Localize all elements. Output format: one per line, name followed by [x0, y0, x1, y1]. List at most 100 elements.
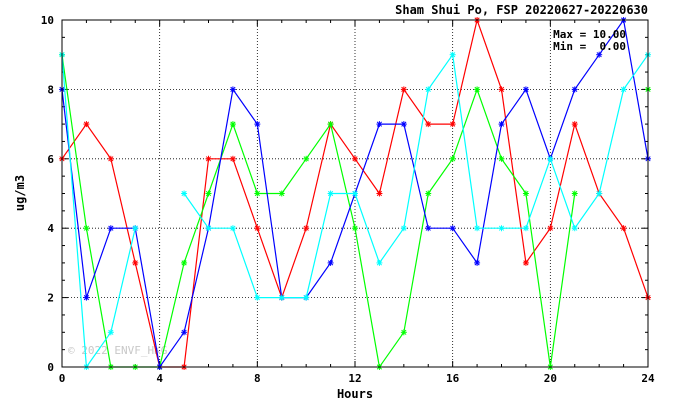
data-point: [205, 155, 212, 162]
data-point: [474, 225, 481, 232]
data-point: [205, 225, 212, 232]
data-point: [425, 225, 432, 232]
marker-stroke: [352, 190, 358, 197]
marker-stroke: [450, 121, 456, 127]
data-point: [571, 190, 578, 197]
x-tick-label: 4: [156, 372, 163, 385]
marker-stroke: [572, 121, 578, 127]
marker-stroke: [303, 156, 309, 162]
x-tick-label: 20: [544, 372, 557, 385]
marker-stroke: [450, 156, 456, 162]
data-point: [83, 121, 90, 128]
data-point: [327, 259, 334, 266]
marker-stroke: [132, 260, 138, 266]
y-tick-label: 10: [41, 14, 54, 27]
marker-stroke: [303, 294, 309, 301]
marker-stroke: [474, 260, 480, 266]
data-point: [229, 121, 236, 128]
y-tick-label: 4: [47, 222, 54, 235]
data-point: [181, 329, 188, 336]
marker-stroke: [108, 329, 114, 335]
data-point: [132, 259, 139, 266]
y-tick-label: 8: [47, 83, 54, 96]
x-tick-label: 16: [446, 372, 460, 385]
marker-stroke: [205, 225, 212, 231]
data-point: [303, 225, 310, 232]
data-point: [522, 259, 529, 266]
marker-stroke: [303, 225, 309, 231]
marker-stroke: [596, 52, 602, 58]
marker-stroke: [352, 225, 358, 231]
marker-stroke: [132, 225, 138, 231]
marker-stroke: [279, 190, 285, 197]
marker-stroke: [108, 225, 114, 231]
data-point: [571, 225, 578, 232]
data-point: [425, 86, 432, 93]
marker-stroke: [620, 86, 627, 93]
data-point: [254, 190, 261, 197]
marker-stroke: [279, 294, 285, 301]
marker-stroke: [450, 225, 456, 231]
max-stat: Max = 10.00: [553, 28, 626, 41]
data-point: [498, 155, 505, 162]
data-point: [107, 225, 114, 232]
data-point: [571, 86, 578, 93]
data-point: [376, 259, 383, 266]
data-point: [254, 225, 261, 232]
data-point: [596, 190, 603, 197]
data-point: [449, 155, 456, 162]
data-point: [327, 121, 334, 128]
grid-lines: [62, 20, 648, 367]
data-point: [352, 190, 358, 197]
data-point: [83, 225, 90, 232]
marker-stroke: [230, 121, 236, 127]
marker-stroke: [230, 156, 236, 162]
x-tick-label: 12: [348, 372, 361, 385]
x-tick-label: 8: [254, 372, 261, 385]
marker-stroke: [401, 86, 407, 93]
series-line: [183, 53, 649, 299]
marker-stroke: [327, 260, 334, 266]
data-point: [303, 294, 310, 301]
marker-stroke: [181, 190, 187, 197]
marker-stroke: [327, 121, 334, 127]
x-axis-label: Hours: [337, 387, 373, 401]
marker-stroke: [547, 225, 553, 231]
marker-stroke: [523, 225, 529, 231]
data-point: [547, 225, 554, 232]
data-point: [620, 86, 627, 93]
marker-stroke: [596, 190, 602, 197]
marker-stroke: [230, 86, 236, 93]
marker-stroke: [401, 121, 407, 127]
y-tick-label: 6: [47, 153, 54, 166]
marker-stroke: [523, 260, 529, 266]
marker-stroke: [498, 86, 505, 93]
data-point: [83, 294, 90, 301]
marker-stroke: [498, 225, 505, 231]
x-tick-label: 0: [59, 372, 66, 385]
marker-stroke: [425, 190, 431, 197]
data-point: [229, 86, 236, 93]
marker-stroke: [83, 294, 90, 301]
marker-stroke: [523, 86, 529, 93]
data-point: [474, 259, 481, 266]
marker-stroke: [450, 52, 456, 58]
marker-stroke: [425, 86, 431, 93]
data-point: [474, 86, 481, 93]
x-tick-labels: 0 4 8 12 16 20 24: [59, 372, 655, 385]
marker-stroke: [181, 329, 187, 335]
data-point: [425, 121, 432, 128]
data-point: [449, 51, 456, 58]
data-point: [620, 225, 627, 232]
data-point: [229, 155, 236, 162]
marker-stroke: [498, 156, 505, 162]
marker-stroke: [572, 225, 578, 231]
marker-stroke: [474, 225, 480, 231]
data-point: [107, 155, 114, 162]
data-point: [254, 121, 261, 128]
data-point: [522, 190, 529, 197]
data-point: [376, 190, 383, 197]
data-point: [327, 190, 334, 197]
data-point: [498, 225, 505, 232]
data-point: [107, 329, 114, 336]
